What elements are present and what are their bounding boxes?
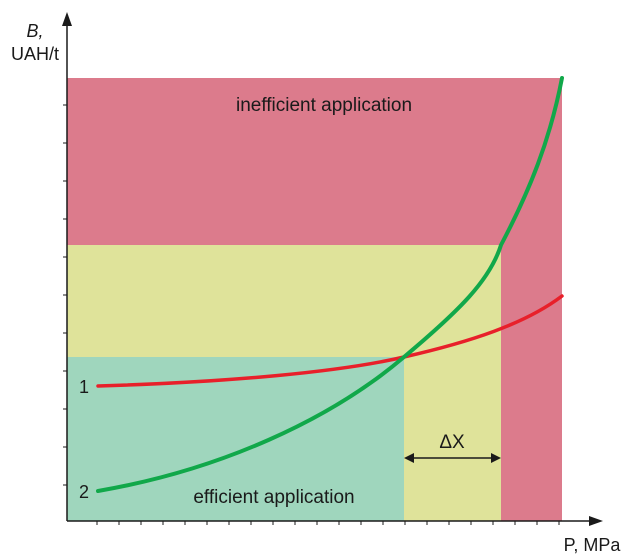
curve-1-label: 1 xyxy=(79,377,89,397)
y-axis-ticks xyxy=(63,104,67,486)
efficient-region-label: efficient application xyxy=(193,487,354,508)
y-axis-arrowhead xyxy=(62,12,72,26)
delta-x-arrow xyxy=(404,453,501,463)
inefficient-region-label: inefficient application xyxy=(236,95,412,116)
curve-1-line xyxy=(96,294,564,388)
x-axis-label: P, MPa xyxy=(564,535,622,555)
y-axis-label-line1: B, xyxy=(26,21,43,41)
y-axis-label-line2: UAH/t xyxy=(11,44,59,64)
curve-2-label: 2 xyxy=(79,482,89,502)
delta-x-label: ΔX xyxy=(439,432,465,453)
x-axis-ticks xyxy=(96,521,560,525)
x-axis-arrowhead xyxy=(589,516,603,526)
curve-2-line xyxy=(96,76,564,493)
